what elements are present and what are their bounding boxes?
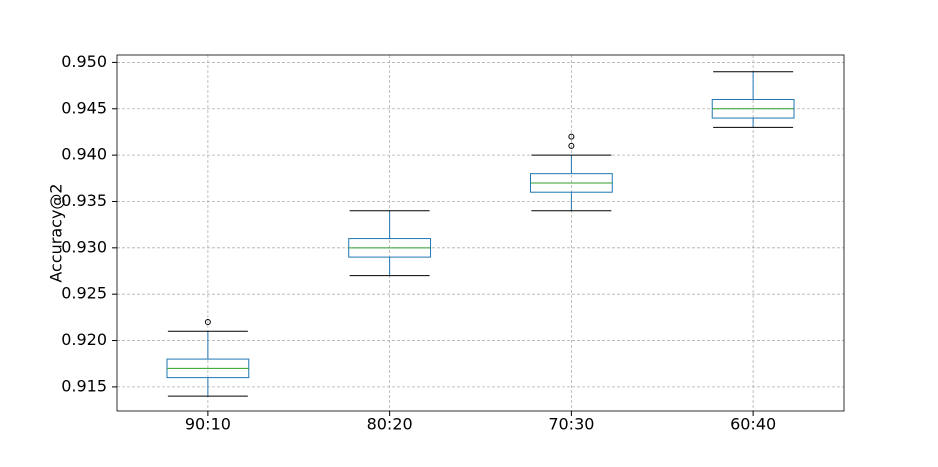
y-tick-label: 0.930 [61, 237, 107, 256]
y-axis-label: Accuracy@2 [47, 183, 66, 282]
y-tick-label: 0.945 [61, 98, 107, 117]
y-tick-label: 0.935 [61, 191, 107, 210]
x-tick-label: 60:40 [730, 415, 776, 434]
x-tick-label: 70:30 [548, 415, 594, 434]
x-tick-label: 90:10 [185, 415, 231, 434]
outlier [568, 133, 575, 140]
x-tick-label: 80:20 [367, 415, 413, 434]
outlier [204, 319, 211, 325]
y-tick-label: 0.920 [61, 330, 107, 349]
y-tick-label: 0.925 [61, 284, 107, 303]
outlier [568, 142, 575, 149]
plot-frame [116, 54, 845, 412]
y-tick-label: 0.940 [61, 145, 107, 164]
y-tick-label: 0.915 [61, 376, 107, 395]
y-tick-label: 0.950 [61, 52, 107, 71]
